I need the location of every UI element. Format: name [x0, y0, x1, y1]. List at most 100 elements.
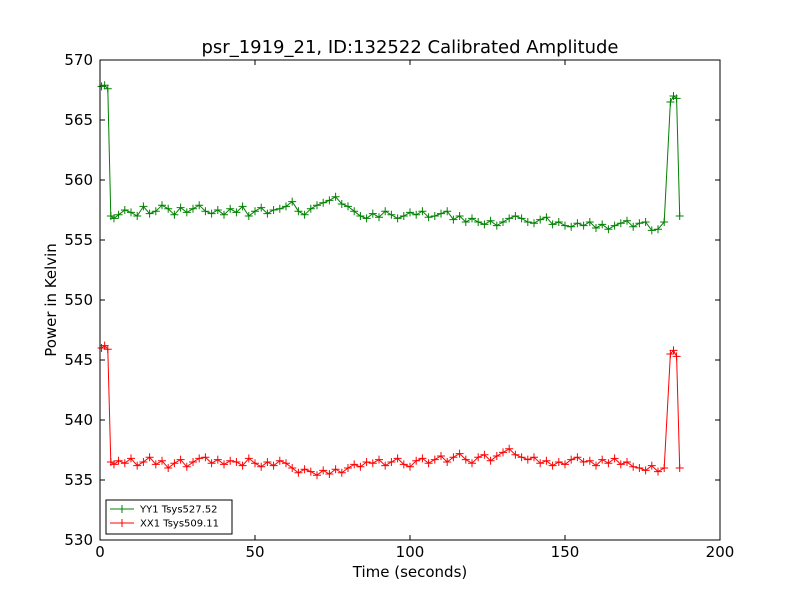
data-point	[542, 213, 551, 222]
data-point	[213, 455, 222, 464]
data-point	[455, 449, 464, 458]
data-point	[511, 212, 520, 220]
data-point	[133, 212, 142, 220]
legend-box	[105, 499, 233, 535]
data-point	[635, 219, 644, 228]
data-point	[604, 225, 613, 234]
data-point	[139, 202, 148, 211]
data-point	[523, 455, 532, 464]
data-point	[189, 204, 197, 213]
data-point	[182, 462, 191, 471]
data-point	[263, 209, 272, 218]
data-point	[548, 220, 557, 229]
data-point	[641, 466, 650, 475]
data-point	[145, 453, 154, 462]
data-point	[319, 466, 328, 475]
data-point	[455, 212, 464, 220]
data-point	[325, 196, 334, 205]
data-point	[610, 454, 619, 463]
data-point	[647, 226, 656, 235]
data-point	[548, 461, 557, 470]
legend-label: XX1 Tsys509.11	[140, 519, 219, 530]
data-point	[331, 465, 340, 474]
data-point	[158, 201, 166, 210]
data-point	[127, 208, 135, 217]
data-point	[623, 458, 631, 466]
x-tick-label: 150	[551, 543, 580, 561]
data-point	[375, 455, 383, 464]
y-axis-label: Power in Kelvin	[42, 243, 60, 357]
data-point	[294, 207, 303, 216]
data-point	[145, 209, 154, 218]
data-point	[461, 218, 470, 226]
data-point	[486, 456, 495, 465]
data-point	[474, 218, 483, 226]
data-point	[536, 215, 545, 224]
data-point	[103, 84, 112, 93]
data-point	[282, 202, 290, 211]
x-tick-label: 200	[706, 543, 735, 561]
data-point	[251, 207, 259, 216]
data-point	[114, 210, 123, 219]
data-point	[623, 216, 631, 225]
data-point	[176, 203, 185, 212]
data-point	[176, 455, 185, 464]
data-point	[109, 214, 118, 223]
data-point	[151, 460, 160, 469]
data-point	[220, 210, 228, 219]
data-point	[288, 464, 297, 472]
data-point	[511, 450, 520, 459]
data-point	[356, 212, 365, 220]
data-point	[362, 458, 371, 466]
data-point	[647, 461, 656, 470]
data-point	[399, 212, 408, 220]
data-point	[195, 454, 204, 463]
data-point	[474, 453, 483, 462]
data-point	[666, 98, 675, 106]
data-point	[480, 450, 489, 459]
data-point	[443, 207, 452, 216]
legend-entry: YY1 Tsys527.52	[110, 505, 218, 516]
y-tick-label: 540	[64, 411, 93, 429]
data-point	[195, 201, 204, 210]
data-point	[275, 204, 284, 213]
y-tick-label: 570	[64, 51, 93, 69]
data-point	[499, 448, 507, 457]
data-point	[654, 467, 662, 476]
data-point	[517, 214, 526, 223]
data-point	[437, 209, 445, 218]
data-point	[282, 459, 290, 468]
data-point	[592, 224, 600, 232]
data-point	[635, 464, 644, 472]
y-tick-label: 550	[64, 291, 93, 309]
data-point	[294, 468, 303, 477]
data-point	[567, 222, 576, 231]
data-point	[561, 460, 569, 469]
data-point	[232, 208, 241, 217]
data-point	[207, 459, 216, 468]
data-point	[499, 218, 507, 226]
data-point	[399, 460, 408, 469]
y-tick-label: 565	[64, 111, 93, 129]
data-point	[430, 455, 439, 464]
data-point	[406, 208, 414, 217]
data-point	[505, 444, 514, 453]
data-point	[461, 455, 470, 464]
data-point	[517, 453, 526, 462]
data-point	[337, 200, 346, 208]
x-tick-label: 100	[396, 543, 425, 561]
data-point	[542, 456, 551, 465]
data-point	[375, 213, 383, 222]
data-point	[182, 208, 191, 217]
data-point	[387, 210, 396, 219]
data-point	[313, 471, 321, 480]
data-point	[300, 210, 309, 219]
data-point	[468, 459, 476, 468]
data-point	[238, 202, 247, 211]
data-point	[598, 455, 607, 464]
data-point	[573, 453, 582, 462]
legend: YY1 Tsys527.52 XX1 Tsys509.11	[105, 499, 233, 535]
data-point	[244, 212, 253, 220]
series-2	[97, 341, 684, 480]
